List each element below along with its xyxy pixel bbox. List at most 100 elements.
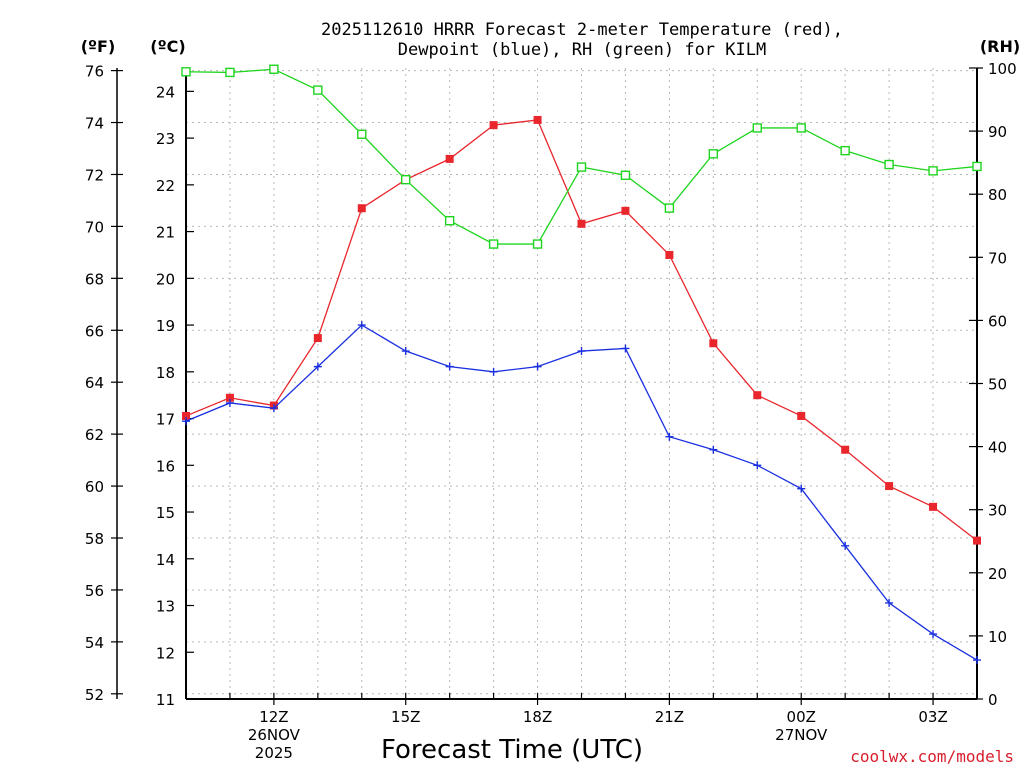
celsius-tick-label: 22 <box>156 177 175 195</box>
data-point <box>532 239 543 249</box>
data-point <box>753 461 762 470</box>
celsius-tick-label: 12 <box>156 644 175 662</box>
fahrenheit-tick-label: 52 <box>85 686 104 704</box>
celsius-tick-label: 20 <box>156 270 175 288</box>
celsius-axis-label: (ºC) <box>150 37 185 56</box>
data-point <box>225 393 234 402</box>
data-point <box>445 362 454 371</box>
fahrenheit-tick-label: 72 <box>85 166 104 184</box>
data-point <box>885 482 894 491</box>
data-point <box>753 391 762 400</box>
data-point <box>709 339 718 348</box>
rh-tick-label: 70 <box>988 249 1007 267</box>
celsius-tick-label: 21 <box>156 224 175 242</box>
celsius-tick-label: 19 <box>156 317 175 335</box>
fahrenheit-axis-label: (ºF) <box>81 37 116 56</box>
celsius-tick-label: 14 <box>156 551 175 569</box>
data-point <box>313 362 322 371</box>
data-point <box>929 630 938 639</box>
data-point <box>796 123 806 133</box>
data-point <box>665 432 674 441</box>
celsius-tick-label: 24 <box>156 83 175 101</box>
series-dewpoint <box>182 321 981 665</box>
data-point <box>182 417 190 426</box>
x-tick-label: 12Z <box>259 708 288 726</box>
fahrenheit-tick-label: 74 <box>85 115 104 133</box>
fahrenheit-tick-label: 68 <box>85 270 104 288</box>
x-tick-label: 2025 <box>255 744 293 762</box>
data-point <box>357 204 366 213</box>
data-point <box>884 159 894 170</box>
data-point <box>972 161 982 172</box>
rh-tick-label: 90 <box>988 123 1007 141</box>
data-point <box>973 656 981 665</box>
data-point <box>577 347 586 356</box>
data-point <box>840 145 850 156</box>
x-tick-label: 15Z <box>391 708 420 726</box>
axes: 52 54 56 58 60 62 64 66 68 70 72 74 76 11 12 13 14 15 16 17… <box>85 60 1017 762</box>
celsius-tick-label: 23 <box>156 130 175 148</box>
fahrenheit-tick-label: 76 <box>85 63 104 81</box>
data-point <box>797 411 806 420</box>
data-point <box>797 484 806 493</box>
rh-tick-label: 0 <box>988 691 998 709</box>
x-tick-label: 26NOV <box>248 726 301 744</box>
series-2-meter-temperature <box>182 115 981 545</box>
data-point <box>489 367 498 376</box>
data-point <box>225 67 235 78</box>
fahrenheit-tick-label: 64 <box>85 374 104 392</box>
data-point <box>533 362 542 371</box>
series <box>181 64 982 665</box>
fahrenheit-tick-label: 56 <box>85 582 104 600</box>
data-point <box>665 250 674 259</box>
fahrenheit-tick-label: 54 <box>85 634 104 652</box>
rh-tick-label: 80 <box>988 186 1007 204</box>
series-line <box>185 68 978 245</box>
rh-tick-label: 50 <box>988 376 1007 394</box>
rh-axis-label: (RH) <box>980 37 1020 56</box>
x-tick-label: 21Z <box>655 708 684 726</box>
series-rh <box>181 64 982 249</box>
data-point <box>357 129 367 139</box>
credit-link[interactable]: coolwx.com/models <box>850 747 1014 766</box>
data-point <box>841 541 850 550</box>
data-point <box>664 203 675 213</box>
data-point <box>488 239 499 249</box>
rh-tick-label: 10 <box>988 628 1007 646</box>
fahrenheit-tick-label: 66 <box>85 322 104 340</box>
data-point <box>401 347 410 356</box>
data-point <box>973 536 981 545</box>
data-point <box>401 174 411 185</box>
data-point <box>577 219 586 228</box>
rh-tick-label: 40 <box>988 439 1007 457</box>
chart-title-line1: 2025112610 HRRR Forecast 2-meter Tempera… <box>321 20 843 40</box>
celsius-tick-label: 16 <box>156 457 175 475</box>
data-point <box>621 206 630 215</box>
rh-tick-label: 100 <box>988 60 1017 78</box>
data-point <box>620 170 631 180</box>
x-tick-label: 00Z <box>787 708 816 726</box>
fahrenheit-tick-label: 70 <box>85 218 104 236</box>
celsius-tick-label: 13 <box>156 598 175 616</box>
data-point <box>313 85 323 95</box>
celsius-tick-label: 17 <box>156 411 175 429</box>
data-point <box>576 162 587 172</box>
data-point <box>357 321 366 330</box>
chart-title-line2: Dewpoint (blue), RH (green) for KILM <box>398 40 766 60</box>
fahrenheit-tick-label: 62 <box>85 426 104 444</box>
data-point <box>489 121 498 130</box>
data-point <box>929 502 938 511</box>
celsius-tick-label: 11 <box>156 691 175 709</box>
data-point <box>225 398 234 407</box>
rh-tick-label: 30 <box>988 502 1007 520</box>
x-tick-label: 27NOV <box>775 726 828 744</box>
data-point <box>621 344 630 353</box>
celsius-tick-label: 18 <box>156 364 175 382</box>
rh-tick-label: 20 <box>988 565 1007 583</box>
fahrenheit-tick-label: 60 <box>85 478 104 496</box>
data-point <box>445 154 454 163</box>
x-axis-title: Forecast Time (UTC) <box>381 735 643 765</box>
data-point <box>928 166 938 176</box>
data-point <box>444 216 455 226</box>
